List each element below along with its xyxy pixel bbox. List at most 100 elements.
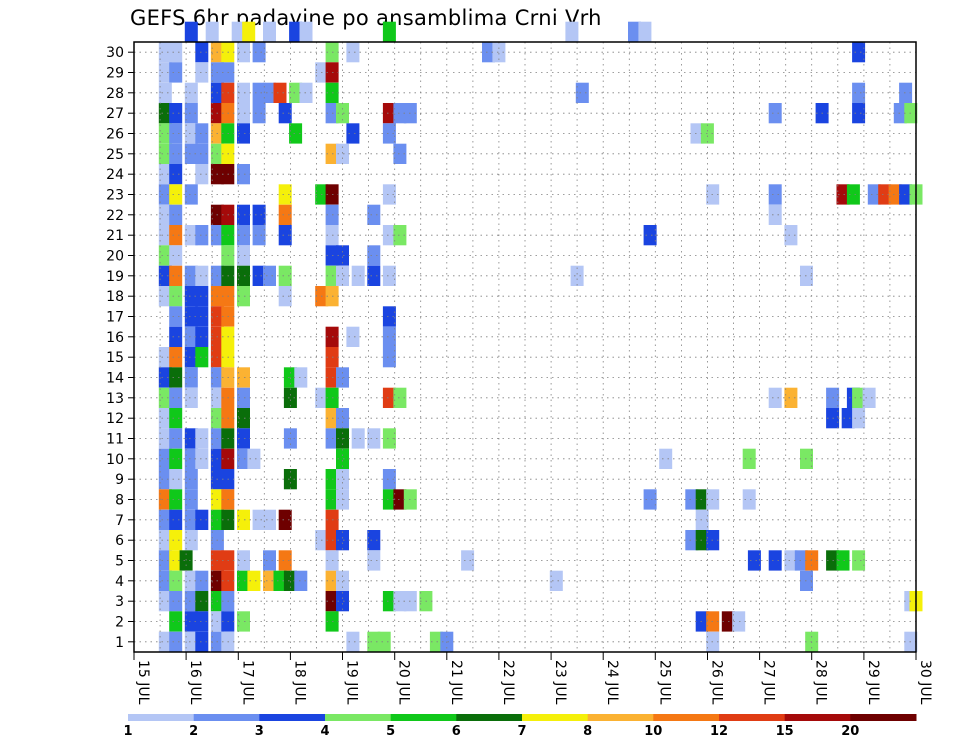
- heatmap-cell: [184, 469, 198, 490]
- heatmap-cell: [836, 184, 850, 205]
- y-tick-label: 23: [106, 188, 124, 204]
- y-tick-label: 4: [115, 574, 124, 590]
- y-tick-label: 30: [106, 45, 124, 61]
- heatmap-cell: [283, 469, 297, 490]
- heatmap-cell: [158, 225, 172, 246]
- y-tick-label: 14: [106, 371, 124, 387]
- heatmap-cell: [169, 123, 183, 144]
- heatmap-cell: [195, 509, 209, 530]
- heatmap-cell: [195, 164, 209, 185]
- heatmap-cell: [852, 550, 866, 571]
- heatmap-cell: [184, 306, 198, 327]
- heatmap-cell: [195, 306, 209, 327]
- heatmap-cell: [367, 428, 381, 449]
- heatmap-cell: [336, 408, 349, 429]
- legend-label: 6: [452, 724, 461, 739]
- heatmap-cell: [195, 631, 209, 652]
- y-tick-label: 13: [106, 391, 124, 407]
- heatmap-cell: [382, 428, 396, 449]
- heatmap-cell: [565, 21, 579, 42]
- heatmap-cell: [852, 42, 866, 63]
- heatmap-cell: [278, 286, 292, 307]
- heatmap-cell: [263, 570, 276, 591]
- y-tick-label: 7: [115, 513, 124, 529]
- heatmap-cell: [367, 245, 381, 266]
- heatmap-cell: [283, 387, 297, 408]
- heatmap-cell: [382, 306, 396, 327]
- heatmap-cell: [294, 570, 308, 591]
- heatmap-cell: [169, 469, 183, 490]
- heatmap-cell: [742, 448, 756, 469]
- heatmap-cell: [252, 265, 266, 286]
- heatmap-cell: [169, 428, 183, 449]
- heatmap-cell: [237, 428, 250, 449]
- x-tick-label: 27 JUL: [761, 660, 777, 705]
- heatmap-cell: [184, 143, 198, 164]
- legend-label: 7: [517, 724, 526, 739]
- plot-frame: [133, 41, 917, 653]
- heatmap-cell: [184, 21, 198, 42]
- heatmap-cell: [184, 103, 198, 124]
- x-tick-label: 22 JUL: [500, 660, 516, 705]
- heatmap-cell: [195, 123, 209, 144]
- heatmap-cell: [278, 550, 292, 571]
- heatmap-cell: [336, 448, 349, 469]
- cells-layer: [158, 21, 923, 652]
- heatmap-cell: [237, 265, 250, 286]
- heatmap-cell: [169, 164, 183, 185]
- heatmap-cell: [184, 265, 198, 286]
- heatmap-cell: [195, 591, 209, 612]
- heatmap-cell: [429, 631, 443, 652]
- y-tick-label: 1: [115, 635, 124, 651]
- heatmap-cell: [393, 225, 407, 246]
- y-tick-label: 21: [106, 228, 124, 244]
- heatmap-cell: [367, 204, 381, 225]
- legend-label: 20: [841, 724, 859, 739]
- legend-label: 3: [255, 724, 264, 739]
- heatmap-cell: [382, 103, 396, 124]
- heatmap-cell: [184, 611, 198, 632]
- heatmap-cell: [158, 245, 172, 266]
- heatmap-cell: [169, 42, 183, 63]
- heatmap-cell: [237, 570, 250, 591]
- heatmap-cell: [169, 631, 183, 652]
- legend-label: 2: [189, 724, 198, 739]
- legend-label: 12: [710, 724, 728, 739]
- y-tick-label: 17: [106, 310, 124, 326]
- heatmap-cell: [158, 530, 172, 551]
- x-tick-label: 28 JUL: [813, 660, 829, 705]
- heatmap-cell: [158, 570, 172, 591]
- heatmap-cell: [852, 103, 866, 124]
- heatmap-cell: [237, 448, 250, 469]
- legend-label: 1: [123, 724, 132, 739]
- heatmap-cell: [169, 306, 183, 327]
- legend-label: 10: [644, 724, 662, 739]
- heatmap-cell: [242, 21, 256, 42]
- heatmap-cell: [299, 21, 313, 42]
- x-tick-label: 20 JUL: [396, 660, 412, 705]
- heatmap-cell: [169, 611, 183, 632]
- heatmap-cell: [382, 489, 396, 510]
- heatmap-cell: [768, 184, 782, 205]
- legend-label: 15: [776, 724, 794, 739]
- heatmap-cell: [184, 326, 198, 347]
- x-tick-label: 21 JUL: [448, 660, 464, 705]
- heatmap-cell: [231, 21, 245, 42]
- heatmap-cell: [643, 489, 657, 510]
- heatmap-cell: [263, 82, 276, 103]
- heatmap-cell: [336, 469, 349, 490]
- heatmap-cell: [283, 570, 297, 591]
- heatmap-cell: [643, 225, 657, 246]
- legend-swatch: [259, 714, 326, 721]
- y-tick-label: 27: [106, 106, 124, 122]
- heatmap-cell: [158, 164, 172, 185]
- x-tick-label: 18 JUL: [291, 660, 307, 705]
- heatmap-cell: [695, 530, 709, 551]
- y-tick-label: 20: [106, 249, 124, 265]
- x-tick-label: 19 JUL: [344, 660, 360, 705]
- heatmap-cell: [393, 387, 407, 408]
- heatmap-cell: [158, 428, 172, 449]
- heatmap-cell: [195, 265, 209, 286]
- heatmap-cell: [169, 530, 183, 551]
